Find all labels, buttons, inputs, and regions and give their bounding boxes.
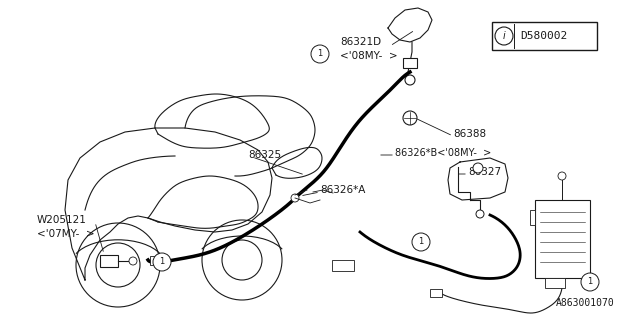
Text: 86325: 86325: [248, 150, 281, 160]
Circle shape: [291, 194, 299, 202]
FancyBboxPatch shape: [100, 255, 118, 267]
Text: i: i: [502, 31, 506, 41]
Text: 1: 1: [419, 237, 424, 246]
Circle shape: [558, 172, 566, 180]
FancyBboxPatch shape: [150, 256, 166, 265]
Circle shape: [581, 273, 599, 291]
FancyBboxPatch shape: [492, 22, 597, 50]
FancyBboxPatch shape: [332, 260, 354, 271]
Circle shape: [403, 111, 417, 125]
FancyBboxPatch shape: [535, 200, 590, 278]
Text: 86388: 86388: [453, 129, 486, 139]
Text: A863001070: A863001070: [556, 298, 615, 308]
Text: <'07MY-  >: <'07MY- >: [37, 229, 95, 239]
Text: <'08MY-  >: <'08MY- >: [340, 51, 397, 61]
FancyBboxPatch shape: [430, 289, 442, 297]
Circle shape: [153, 253, 171, 271]
Circle shape: [473, 163, 483, 173]
Circle shape: [405, 75, 415, 85]
FancyBboxPatch shape: [530, 210, 535, 225]
Text: 86321D: 86321D: [340, 37, 381, 47]
Text: 86341: 86341: [555, 215, 588, 225]
Circle shape: [129, 257, 137, 265]
Text: 1: 1: [317, 50, 323, 59]
Text: 86327: 86327: [468, 167, 501, 177]
Circle shape: [311, 45, 329, 63]
Text: W205121: W205121: [37, 215, 87, 225]
FancyBboxPatch shape: [545, 278, 565, 288]
Text: 86326*A: 86326*A: [320, 185, 365, 195]
FancyBboxPatch shape: [403, 58, 417, 68]
Text: 1: 1: [588, 277, 593, 286]
Polygon shape: [388, 8, 432, 42]
Text: D580002: D580002: [520, 31, 567, 41]
Circle shape: [412, 233, 430, 251]
Text: 1: 1: [159, 258, 164, 267]
Circle shape: [476, 210, 484, 218]
Text: 86326*B<'08MY-  >: 86326*B<'08MY- >: [395, 148, 492, 158]
Polygon shape: [448, 158, 508, 200]
